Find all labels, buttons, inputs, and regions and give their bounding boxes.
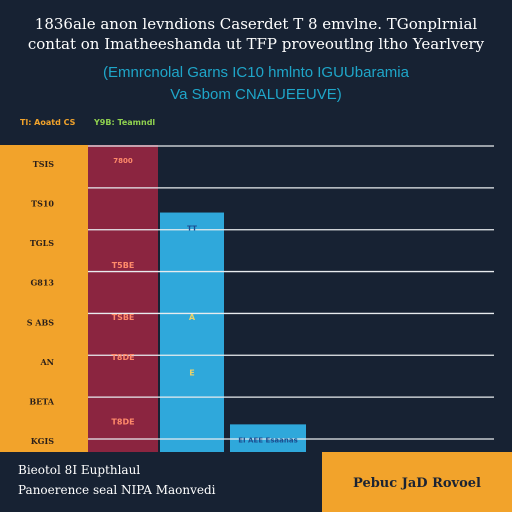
chart-subtitle-line-1: (Emnrcnolal Garns IC10 hmlnto IGUUbarami… (103, 64, 409, 81)
bar-4 (230, 424, 306, 452)
y-tick-label: TSIS (33, 159, 54, 169)
footer-note-line-2: Panoerence seal NIPA Maonvedi (18, 483, 216, 497)
footer-note-line-1: Bieotol 8I Eupthlaul (18, 463, 141, 477)
bar-label: EI AEE Esaanas (238, 436, 298, 444)
bar-1 (0, 145, 88, 452)
bar-3 (160, 212, 224, 452)
y-tick-label: BETA (29, 396, 54, 406)
bar-value-label: A (189, 313, 196, 322)
bar-2 (88, 145, 158, 452)
chart-title-line-2: contat on Imatheeshanda ut TFP proveoutl… (27, 35, 485, 53)
bar-value-label: T8DE (111, 353, 134, 362)
chart-title-line-1: 1836ale anon levndions Caserdet T 8 emvl… (34, 15, 478, 33)
bar-label: 7800 (113, 157, 133, 165)
y-tick-label: AN (39, 357, 54, 367)
bar-chart: TSIS TS10 TGLS G813 S ABS AN BETA KGIS 7800 TT EI … (0, 145, 494, 452)
bar-value-label: TSBE (112, 313, 135, 322)
footer-note: Bieotol 8I Eupthlaul Panoerence seal NIP… (18, 460, 216, 500)
bar-value-label: T5BE (112, 261, 135, 270)
y-tick-label: TGLS (30, 238, 54, 248)
y-tick-label: S ABS (27, 317, 55, 327)
y-tick-label: G813 (30, 278, 54, 288)
y-tick-label: KGIS (31, 436, 55, 446)
legend-item-2: Y9B: Teamndl (94, 118, 156, 127)
bar-value-label: T8DE (111, 417, 134, 426)
bar-value-label: E (189, 368, 194, 377)
chart-subtitle-line-2: Va Sbom CNALUEEUVE) (170, 86, 342, 103)
footer-highlight-box: Pebuc JaD Rovoel (322, 452, 512, 512)
legend-item-1: Tl: Aoatd CS (20, 118, 76, 127)
chart-header: 1836ale anon levndions Caserdet T 8 emvl… (0, 14, 512, 106)
bar-label: TT (187, 225, 197, 233)
y-tick-label: TS10 (31, 199, 54, 209)
footer-highlight-label: Pebuc JaD Rovoel (353, 476, 481, 491)
